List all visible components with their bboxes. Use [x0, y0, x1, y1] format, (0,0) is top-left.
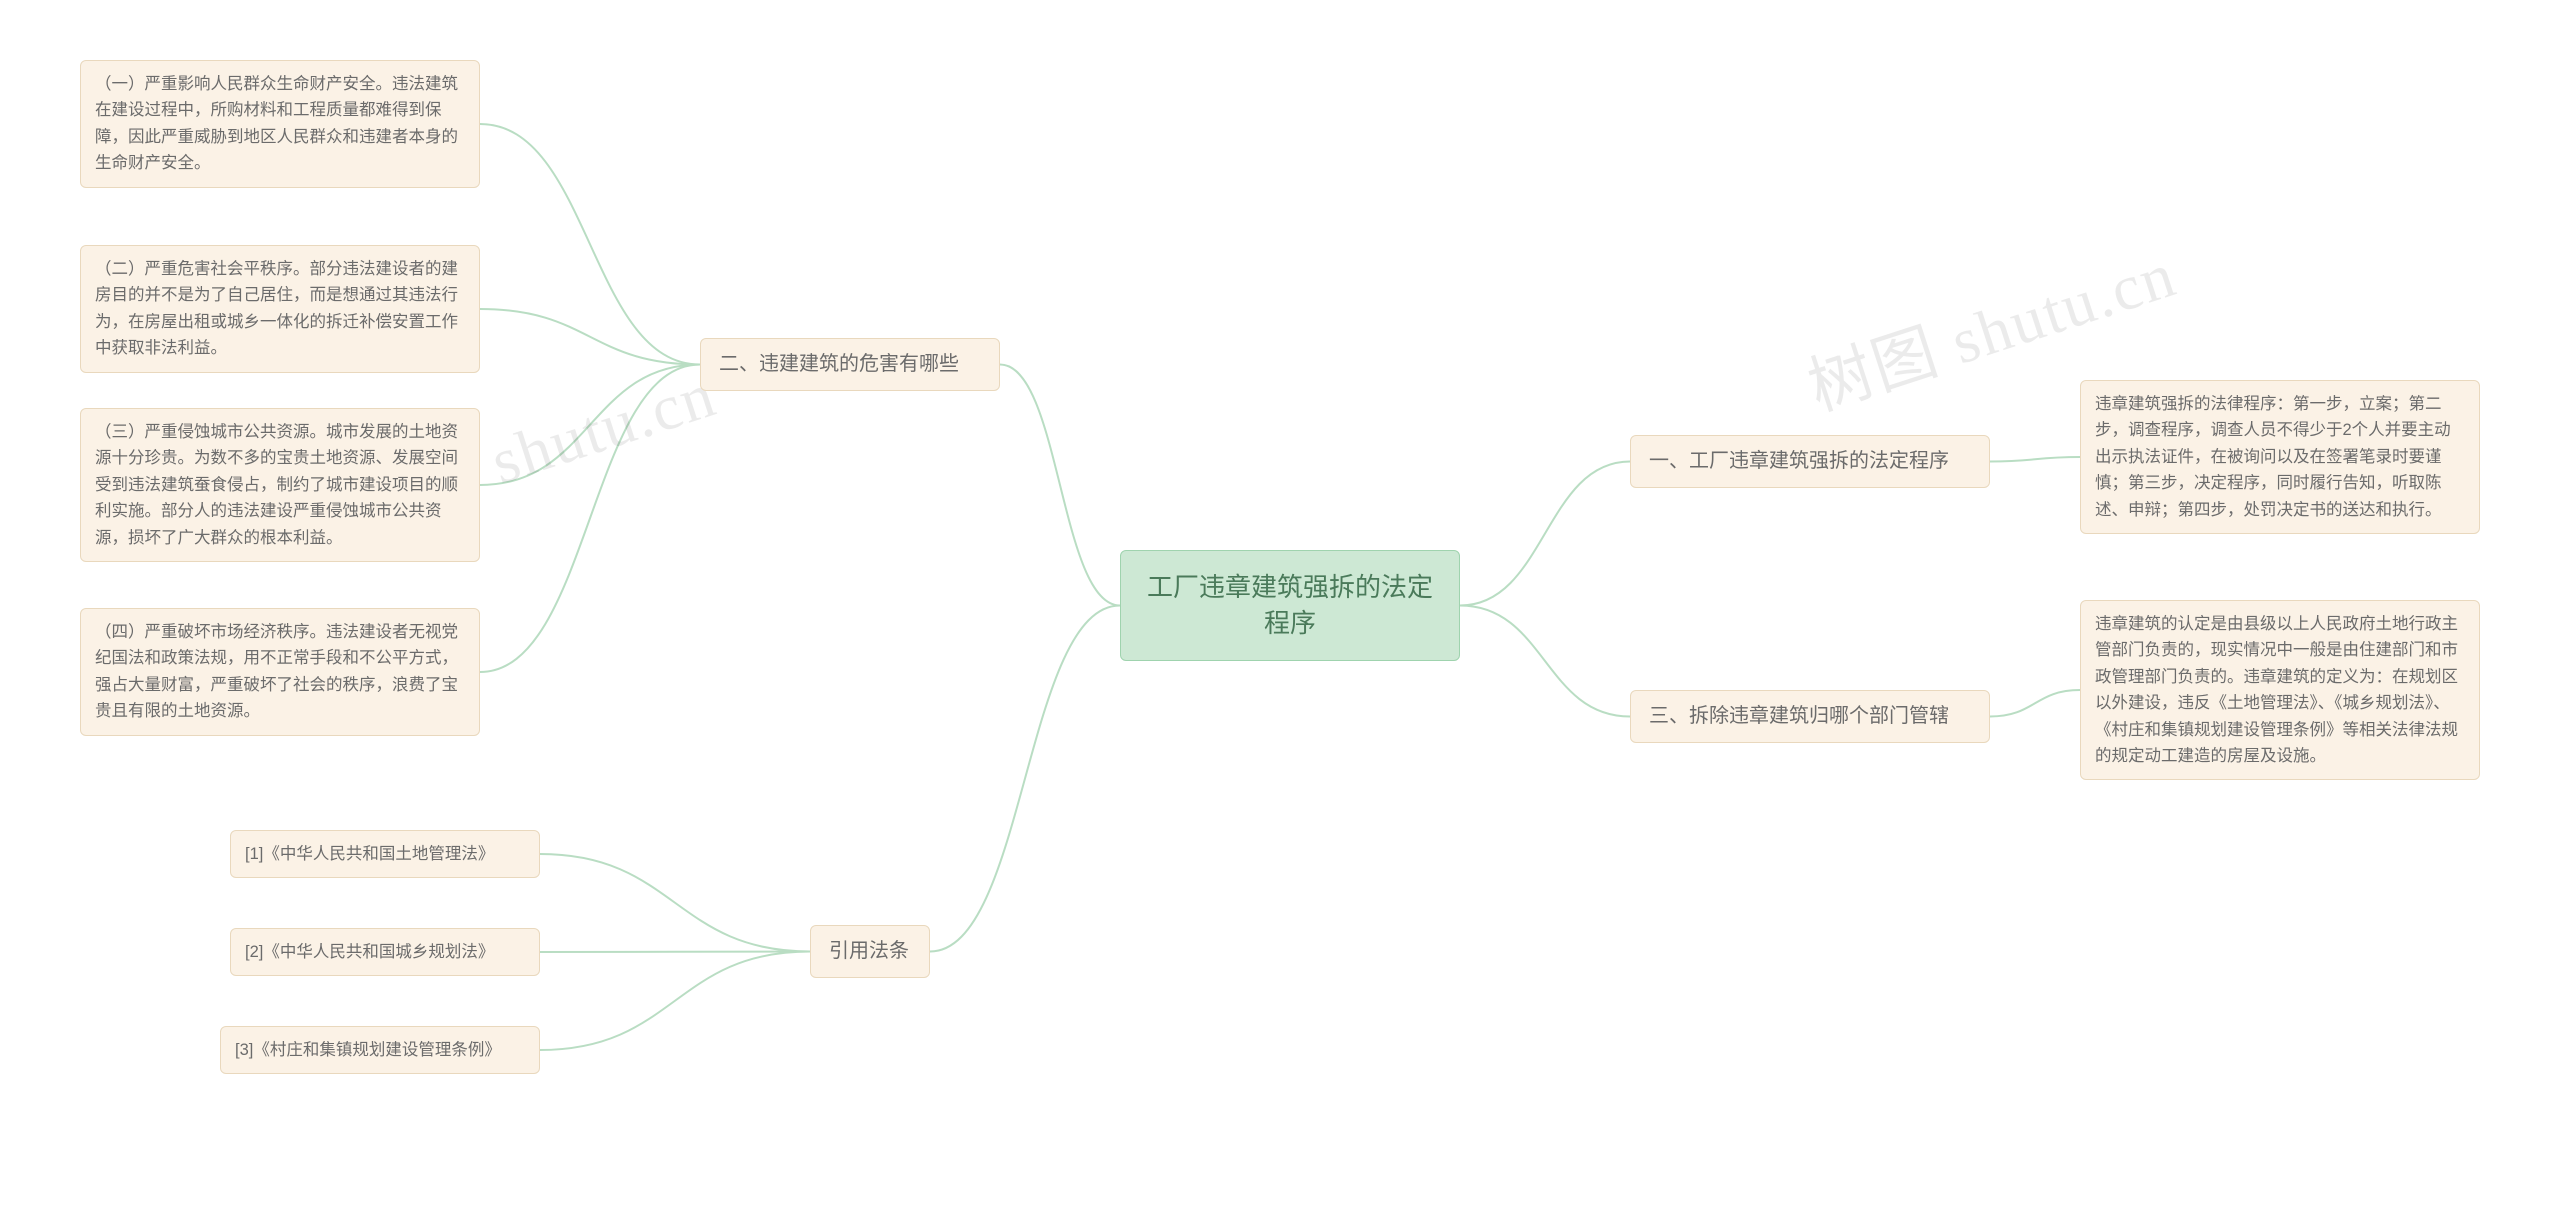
mindmap-root: 工厂违章建筑强拆的法定 程序: [1120, 550, 1460, 661]
leaf-law-1: [1]《中华人民共和国土地管理法》: [230, 830, 540, 878]
leaf-law-3: [3]《村庄和集镇规划建设管理条例》: [220, 1026, 540, 1074]
leaf-harm-4: （四）严重破坏市场经济秩序。违法建设者无视党纪国法和政策法规，用不正常手段和不公…: [80, 608, 480, 736]
branch-department: 三、拆除违章建筑归哪个部门管辖: [1630, 690, 1990, 743]
leaf-law-2: [2]《中华人民共和国城乡规划法》: [230, 928, 540, 976]
root-line2: 程序: [1145, 605, 1435, 641]
branch-laws: 引用法条: [810, 925, 930, 978]
root-line1: 工厂违章建筑强拆的法定: [1145, 569, 1435, 605]
leaf-harm-1: （一）严重影响人民群众生命财产安全。违法建筑在建设过程中，所购材料和工程质量都难…: [80, 60, 480, 188]
leaf-harm-2: （二）严重危害社会平秩序。部分违法建设者的建房目的并不是为了自己居住，而是想通过…: [80, 245, 480, 373]
leaf-procedure-detail: 违章建筑强拆的法律程序：第一步，立案；第二步，调查程序，调查人员不得少于2个人并…: [2080, 380, 2480, 534]
leaf-department-detail: 违章建筑的认定是由县级以上人民政府土地行政主管部门负责的，现实情况中一般是由住建…: [2080, 600, 2480, 780]
branch-procedure: 一、工厂违章建筑强拆的法定程序: [1630, 435, 1990, 488]
branch-harms: 二、违建建筑的危害有哪些: [700, 338, 1000, 391]
leaf-harm-3: （三）严重侵蚀城市公共资源。城市发展的土地资源十分珍贵。为数不多的宝贵土地资源、…: [80, 408, 480, 562]
